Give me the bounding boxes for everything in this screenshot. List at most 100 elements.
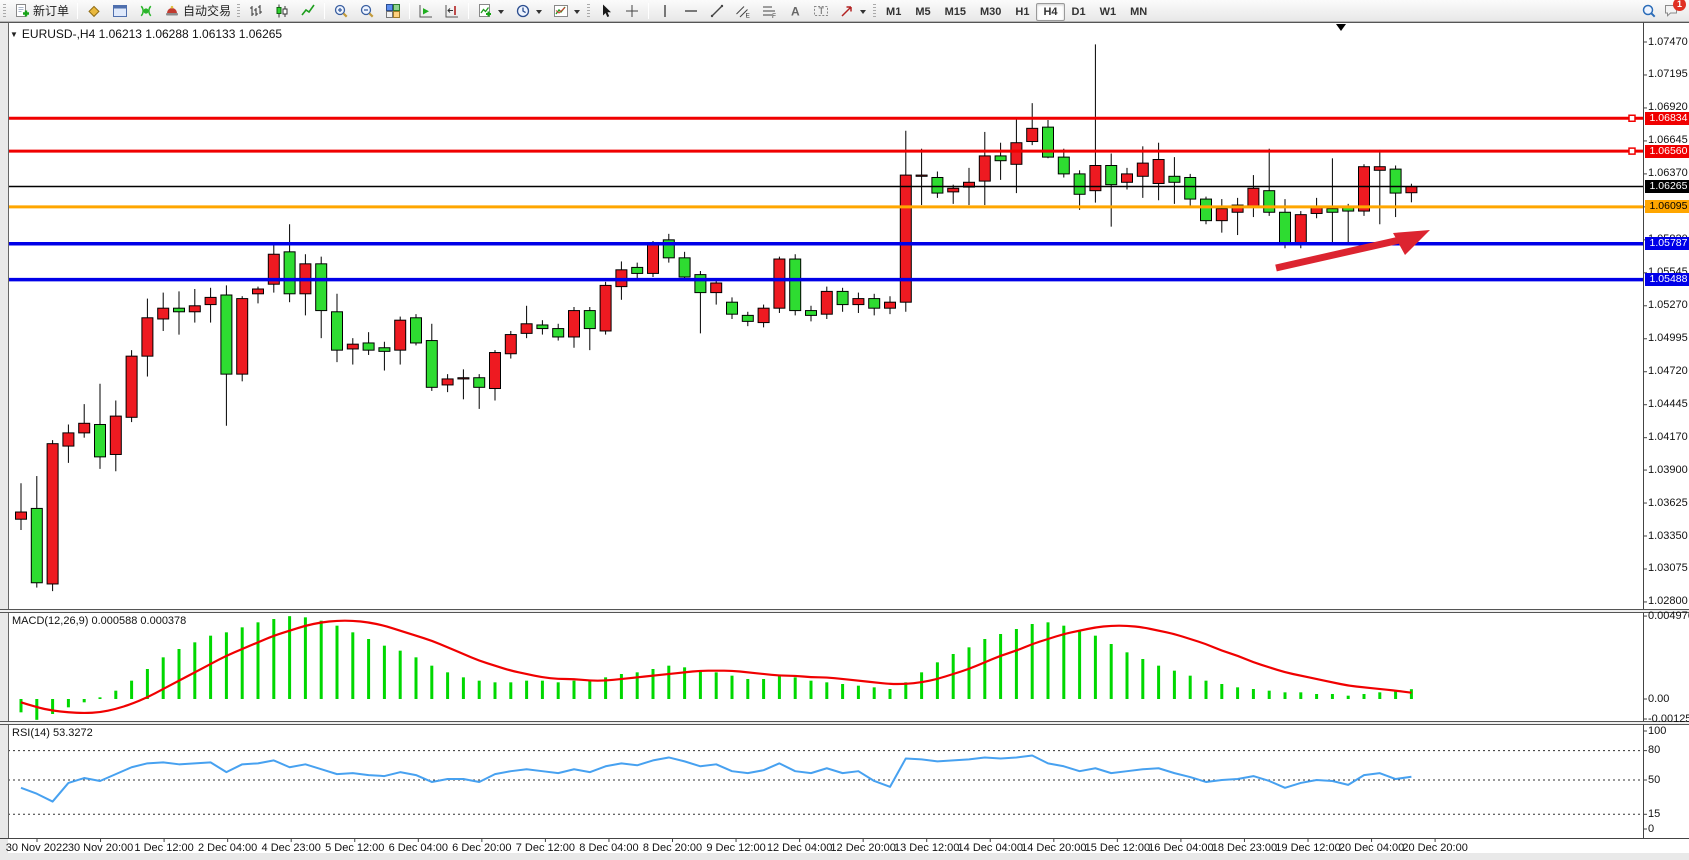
chart-shift-marker-icon[interactable] [1336, 24, 1346, 31]
navigator-button[interactable] [133, 1, 159, 21]
time-axis-label: 5 Dec 12:00 [325, 842, 385, 854]
zoom-in-icon [334, 4, 348, 17]
arrows-icon [841, 5, 852, 17]
search-icon[interactable] [1641, 3, 1657, 19]
separator [77, 2, 79, 19]
time-axis-label: 12 Dec 04:00 [766, 842, 833, 854]
period-clock-icon [516, 4, 530, 17]
auto-scroll-button[interactable] [413, 1, 439, 21]
autotrading-label: 自动交易 [183, 4, 232, 18]
bar-chart-icon [250, 4, 263, 16]
time-axis-label: 9 Dec 12:00 [706, 842, 766, 854]
trendline-tool-button[interactable] [704, 1, 730, 21]
chart-shift-button[interactable] [439, 1, 465, 21]
chart-shift-icon [445, 4, 459, 17]
toolbar-gripper[interactable] [873, 3, 877, 18]
tile-windows-button[interactable] [380, 1, 406, 21]
indicators-button[interactable] [548, 1, 586, 21]
time-axis-label: 2 Dec 04:00 [197, 842, 258, 854]
timeframe-m30[interactable]: M30 [980, 5, 1002, 18]
price-axis-label: 1.07470 [1648, 35, 1688, 48]
new-chart-icon [479, 3, 492, 17]
time-axis-label: 19 Dec 12:00 [1275, 842, 1341, 854]
crosshair-tool-button[interactable] [619, 1, 645, 21]
toolbar-gripper[interactable] [3, 3, 6, 18]
zoom-out-button[interactable] [354, 1, 380, 21]
market-watch-button[interactable] [81, 1, 107, 21]
rsi-scale-label: 100 [1648, 724, 1667, 737]
crosshair-icon [626, 4, 639, 17]
toolbar-gripper[interactable] [587, 3, 591, 18]
text-label-tool-button[interactable]: T [808, 1, 834, 21]
line-handle[interactable] [1628, 147, 1636, 155]
price-badge-1.05787: 1.05787 [1645, 237, 1689, 251]
separator [468, 2, 470, 19]
data-window-button[interactable] [107, 1, 133, 21]
price-badge-1.06834: 1.06834 [1645, 111, 1689, 125]
notification-badge: 1 [1673, 0, 1686, 11]
text-tool-button[interactable]: A [782, 1, 808, 21]
candlestick-chart-button[interactable] [269, 1, 295, 21]
time-axis-label: 6 Dec 20:00 [452, 842, 512, 854]
new-chart-button[interactable] [472, 1, 510, 21]
new-order-icon [16, 3, 29, 17]
price-axis-label: 1.06920 [1648, 101, 1688, 114]
svg-text:T: T [819, 6, 825, 16]
equidistant-channel-icon: E [736, 5, 751, 19]
timeframe-m5[interactable]: M5 [915, 5, 931, 18]
new-order-button[interactable]: 新订单 [9, 1, 74, 21]
timeframe-d1[interactable]: D1 [1071, 5, 1086, 18]
navigator-icon [140, 5, 152, 16]
time-axis-label: 7 Dec 12:00 [515, 842, 576, 854]
price-axis-label: 1.03625 [1648, 496, 1688, 509]
time-axis-label: 20 Dec 20:00 [1402, 842, 1468, 854]
timeframe-toolbar: M1 M5 M15 M30 H1 H4 D1 W1 MN [879, 2, 1154, 21]
timeframe-h1[interactable]: H1 [1015, 5, 1030, 18]
chart-title[interactable]: ▼ EURUSD-,H4 1.06213 1.06288 1.06133 1.06… [10, 27, 283, 41]
line-handle[interactable] [1628, 114, 1636, 123]
arrows-tool-button[interactable] [834, 1, 872, 21]
arrow-annotation[interactable] [1275, 235, 1405, 272]
time-axis-label: 13 Dec 12:00 [893, 842, 960, 854]
market-watch-icon [88, 5, 100, 17]
autotrading-button[interactable]: 自动交易 [159, 1, 236, 21]
price-axis-label: 1.03075 [1648, 562, 1688, 575]
cursor-tool-button[interactable] [593, 1, 619, 21]
macd-label: MACD(12,26,9) 0.000588 0.000378 [12, 615, 187, 627]
fibonacci-tool-button[interactable]: F [756, 1, 782, 21]
toolbar-gripper[interactable] [237, 3, 241, 18]
rsi-panel [8, 750, 1643, 815]
time-axis-label: 20 Dec 04:00 [1338, 842, 1405, 854]
equidistant-channel-tool-button[interactable]: E [730, 1, 756, 21]
time-axis-label: 14 Dec 20:00 [1021, 842, 1087, 854]
time-axis-label: 30 Nov 2022 [5, 842, 69, 854]
bar-chart-button[interactable] [243, 1, 269, 21]
timeframe-h4[interactable]: H4 [1036, 2, 1065, 21]
arrow-annotation-head[interactable] [1393, 230, 1430, 255]
dropdown-caret [536, 9, 543, 17]
notifications-button[interactable]: 1 [1663, 0, 1686, 20]
price-axis-label: 1.05270 [1648, 299, 1688, 312]
timeframe-m1[interactable]: M1 [886, 5, 902, 18]
fibonacci-icon: F [763, 6, 776, 19]
symbol-dropdown-icon[interactable]: ▼ [10, 30, 18, 39]
horizontal-line-tool-button[interactable] [678, 1, 704, 21]
timeframe-m15[interactable]: M15 [944, 5, 966, 18]
svg-text:E: E [746, 12, 751, 19]
price-axis-label: 1.04995 [1648, 332, 1688, 345]
dropdown-caret [498, 9, 505, 17]
vertical-line-tool-button[interactable] [652, 1, 678, 21]
line-chart-button[interactable] [295, 1, 321, 21]
timeframe-mn[interactable]: MN [1130, 5, 1148, 18]
timeframe-w1[interactable]: W1 [1099, 5, 1117, 18]
svg-text:A: A [791, 4, 800, 18]
zoom-in-button[interactable] [328, 1, 354, 21]
rsi-scale-label: 50 [1648, 773, 1661, 786]
autotrading-icon [166, 5, 179, 15]
period-clock-button[interactable] [510, 1, 548, 21]
time-axis-label: 4 Dec 23:00 [261, 842, 321, 854]
separator [409, 2, 411, 19]
macd-panel [19, 616, 1413, 720]
